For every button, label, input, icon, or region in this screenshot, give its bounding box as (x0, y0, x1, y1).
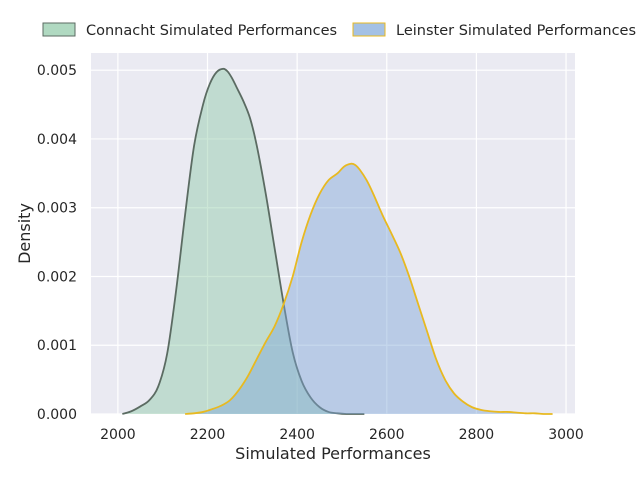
x-tick-label-2: 2400 (279, 427, 315, 443)
series-area-0 (122, 68, 365, 415)
gridlines (91, 53, 575, 415)
legend-label-connacht: Connacht Simulated Performances (86, 23, 337, 39)
plot-background (91, 53, 575, 414)
series-area-1 (185, 163, 553, 414)
y-axis-title: Density (15, 203, 34, 264)
series-line-1 (185, 162, 553, 415)
x-tick-label-4: 2800 (459, 427, 495, 443)
series-areas (122, 67, 553, 415)
x-tick-label-5: 3000 (548, 427, 584, 443)
y-tick-label-4: 0.004 (37, 132, 77, 148)
y-tick-label-0: 0.000 (37, 407, 77, 423)
y-tick-label-5: 0.005 (37, 63, 77, 79)
y-tick-label-3: 0.003 (37, 201, 77, 217)
legend-label-leinster: Leinster Simulated Performances (396, 23, 636, 39)
series-line-0 (122, 67, 365, 415)
x-tick-label-3: 2600 (369, 427, 405, 443)
x-tick-label-0: 2000 (100, 427, 136, 443)
x-tick-label-1: 2200 (190, 427, 226, 443)
legend-swatch-leinster (352, 22, 386, 37)
legend-swatch-connacht (42, 22, 76, 37)
tick-labels: 2000 2200 2400 2600 2800 3000 0.000 0.001 0.002 0… (37, 63, 584, 443)
y-tick-label-1: 0.001 (37, 338, 77, 354)
y-tick-label-2: 0.002 (37, 269, 77, 285)
x-axis-title: Simulated Performances (235, 444, 431, 463)
legend: Connacht Simulated Performances Leinster… (42, 22, 636, 39)
